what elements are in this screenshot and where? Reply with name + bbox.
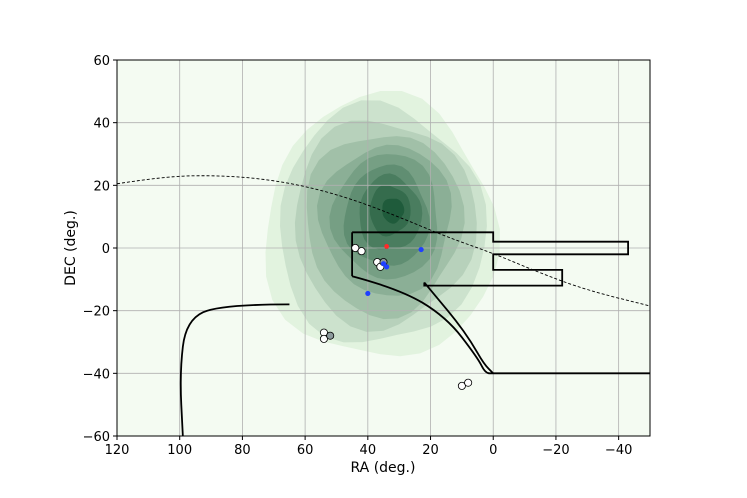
x-tick-label: −40	[605, 443, 632, 458]
x-tick-label: 100	[167, 443, 192, 458]
outline-curve-left	[351, 275, 650, 375]
point-open	[457, 381, 466, 390]
x-tick-label: 120	[105, 443, 130, 458]
x-tick-label: 40	[360, 443, 377, 458]
x-tick-label: 60	[297, 443, 314, 458]
x-tick-label: −20	[542, 443, 569, 458]
survey-outline-stripe	[352, 231, 629, 287]
x-axis-ticks: 120 100 80 60 40 20 0 −20 −40	[105, 436, 632, 458]
point-open	[319, 334, 328, 343]
y-tick-label: −60	[83, 430, 110, 445]
point-blue	[418, 246, 424, 253]
y-tick-label: 0	[102, 242, 110, 257]
x-tick-label: 80	[234, 443, 251, 458]
x-axis-label: RA (deg.)	[351, 460, 416, 476]
point-open	[351, 243, 360, 252]
outline-curve-right	[423, 281, 494, 374]
x-tick-label: 20	[422, 443, 439, 458]
y-axis-ticks: 60 40 20 0 −20 −40 −60	[83, 54, 117, 445]
data-points	[319, 243, 473, 390]
point-grey	[326, 331, 335, 340]
y-tick-label: 20	[93, 179, 110, 194]
y-tick-label: −20	[83, 305, 110, 320]
dashed-curve	[117, 175, 650, 307]
point-open	[357, 247, 366, 256]
outline-curve-edge	[179, 303, 290, 436]
point-blue	[365, 290, 371, 297]
density-contour-level	[382, 198, 405, 224]
point-blue	[384, 264, 390, 270]
y-tick-label: 60	[93, 54, 110, 69]
y-axis-label: DEC (deg.)	[63, 210, 79, 286]
point-open	[464, 378, 473, 387]
point-red	[384, 244, 390, 249]
dashed-line	[117, 175, 650, 307]
x-tick-label: 0	[489, 443, 497, 458]
y-tick-label: −40	[83, 367, 110, 382]
y-tick-label: 40	[93, 117, 110, 132]
survey-outline	[179, 231, 650, 436]
